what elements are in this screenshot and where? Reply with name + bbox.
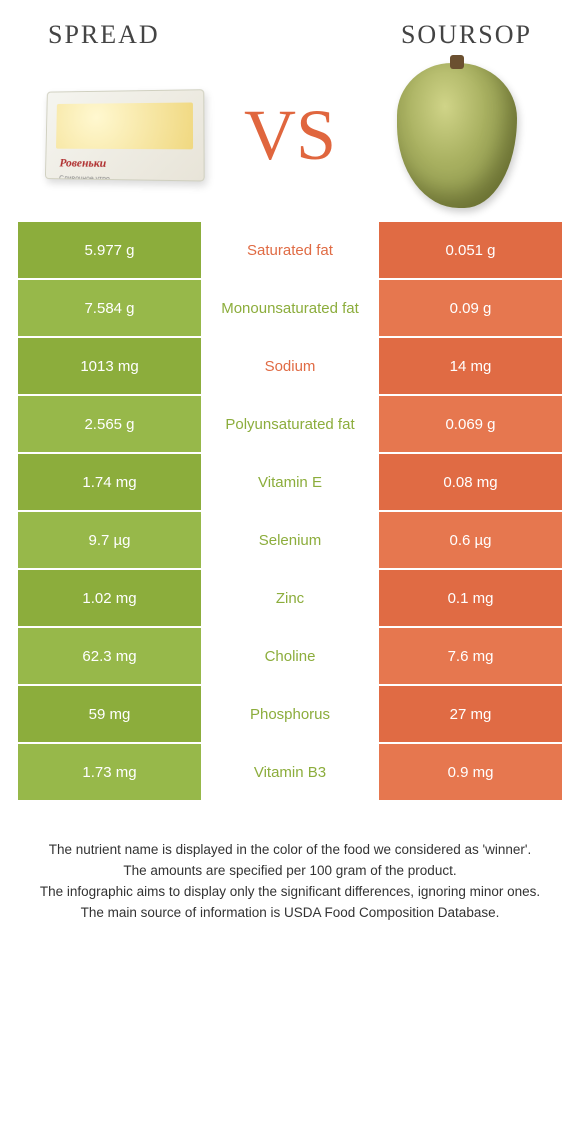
nutrient-name: Zinc bbox=[203, 570, 377, 626]
nutrient-row: 62.3 mgCholine7.6 mg bbox=[18, 628, 562, 684]
nutrient-name: Polyunsaturated fat bbox=[203, 396, 377, 452]
right-food-title: SOURSOP bbox=[401, 20, 532, 50]
nutrient-right-value: 0.9 mg bbox=[379, 744, 562, 800]
nutrient-left-value: 1.02 mg bbox=[18, 570, 201, 626]
nutrient-left-value: 2.565 g bbox=[18, 396, 201, 452]
nutrient-right-value: 0.051 g bbox=[379, 222, 562, 278]
nutrient-left-value: 62.3 mg bbox=[18, 628, 201, 684]
nutrient-name: Saturated fat bbox=[203, 222, 377, 278]
nutrient-right-value: 0.1 mg bbox=[379, 570, 562, 626]
nutrient-row: 59 mgPhosphorus27 mg bbox=[18, 686, 562, 742]
nutrient-name: Vitamin E bbox=[203, 454, 377, 510]
nutrient-left-value: 7.584 g bbox=[18, 280, 201, 336]
nutrient-name: Choline bbox=[203, 628, 377, 684]
nutrient-right-value: 0.09 g bbox=[379, 280, 562, 336]
nutrient-left-value: 1.73 mg bbox=[18, 744, 201, 800]
nutrient-left-value: 1013 mg bbox=[18, 338, 201, 394]
nutrient-right-value: 0.6 µg bbox=[379, 512, 562, 568]
footer-notes: The nutrient name is displayed in the co… bbox=[18, 840, 562, 924]
nutrient-name: Sodium bbox=[203, 338, 377, 394]
header-row: SPREAD SOURSOP bbox=[18, 20, 562, 60]
left-food-image: Сливочное утро bbox=[38, 70, 208, 200]
nutrient-name: Phosphorus bbox=[203, 686, 377, 742]
nutrient-row: 1013 mgSodium14 mg bbox=[18, 338, 562, 394]
nutrient-row: 1.02 mgZinc0.1 mg bbox=[18, 570, 562, 626]
nutrient-right-value: 0.08 mg bbox=[379, 454, 562, 510]
nutrient-row: 9.7 µgSelenium0.6 µg bbox=[18, 512, 562, 568]
footer-line-1: The nutrient name is displayed in the co… bbox=[38, 840, 542, 861]
nutrient-right-value: 27 mg bbox=[379, 686, 562, 742]
spread-box-illustration: Сливочное утро bbox=[45, 89, 205, 181]
nutrient-row: 1.73 mgVitamin B30.9 mg bbox=[18, 744, 562, 800]
soursop-illustration bbox=[397, 63, 517, 208]
left-food-title: SPREAD bbox=[48, 20, 160, 50]
nutrient-right-value: 14 mg bbox=[379, 338, 562, 394]
nutrient-left-value: 59 mg bbox=[18, 686, 201, 742]
infographic-container: SPREAD SOURSOP Сливочное утро VS 5.977 g… bbox=[0, 0, 580, 924]
nutrient-name: Vitamin B3 bbox=[203, 744, 377, 800]
nutrient-row: 2.565 gPolyunsaturated fat0.069 g bbox=[18, 396, 562, 452]
nutrient-row: 1.74 mgVitamin E0.08 mg bbox=[18, 454, 562, 510]
nutrient-row: 5.977 gSaturated fat0.051 g bbox=[18, 222, 562, 278]
vs-label: VS bbox=[244, 94, 336, 177]
right-food-image bbox=[372, 70, 542, 200]
nutrient-left-value: 9.7 µg bbox=[18, 512, 201, 568]
footer-line-4: The main source of information is USDA F… bbox=[38, 903, 542, 924]
footer-line-2: The amounts are specified per 100 gram o… bbox=[38, 861, 542, 882]
nutrient-right-value: 7.6 mg bbox=[379, 628, 562, 684]
nutrient-table: 5.977 gSaturated fat0.051 g7.584 gMonoun… bbox=[18, 222, 562, 800]
footer-line-3: The infographic aims to display only the… bbox=[38, 882, 542, 903]
nutrient-row: 7.584 gMonounsaturated fat0.09 g bbox=[18, 280, 562, 336]
nutrient-left-value: 1.74 mg bbox=[18, 454, 201, 510]
nutrient-right-value: 0.069 g bbox=[379, 396, 562, 452]
nutrient-name: Selenium bbox=[203, 512, 377, 568]
nutrient-name: Monounsaturated fat bbox=[203, 280, 377, 336]
images-row: Сливочное утро VS bbox=[18, 60, 562, 220]
nutrient-left-value: 5.977 g bbox=[18, 222, 201, 278]
